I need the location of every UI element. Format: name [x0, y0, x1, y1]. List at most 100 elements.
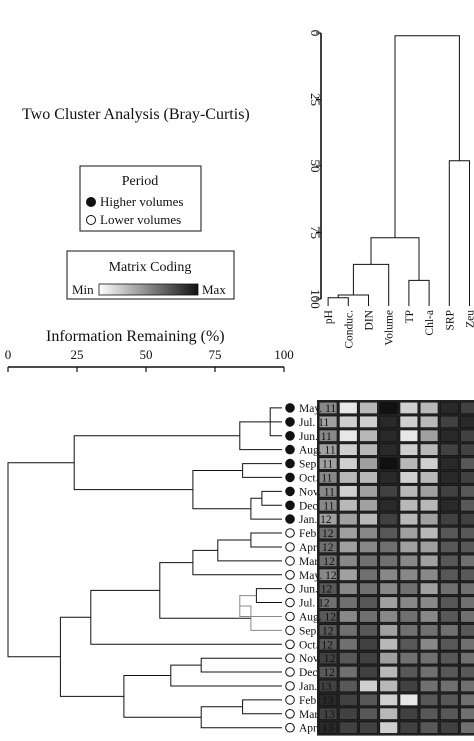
heatmap-cell: [359, 457, 378, 470]
sample-dendrogram-branch: [7, 462, 75, 658]
heatmap-cell: [460, 652, 474, 665]
heatmap-cell: [460, 721, 474, 734]
variable-dendrogram-branch: [337, 294, 369, 306]
heatmap-cell: [419, 554, 439, 567]
sample-label: Jan. 12: [299, 514, 332, 526]
sample-label: Feb. 12: [299, 528, 334, 540]
variable-dendrogram-branch: [327, 297, 349, 306]
heatmap-cell: [440, 652, 459, 665]
heatmap-cell: [339, 471, 358, 484]
heatmap-cell: [399, 415, 419, 428]
heatmap-cell: [318, 457, 338, 470]
sample-label: Apr. 13: [299, 723, 334, 735]
heatmap-cell: [460, 513, 474, 526]
variable-label: Zeu: [465, 310, 474, 328]
heatmap-cell: [318, 665, 338, 679]
higher-volume-marker: [285, 458, 295, 469]
heatmap-cell: [339, 499, 358, 512]
heatmap-frame: [317, 400, 474, 736]
heatmap-cell: [460, 596, 474, 609]
heatmap-cell: [339, 443, 358, 456]
legend-matrix-max-label: Max: [202, 282, 226, 297]
heatmap-cell: [440, 638, 459, 651]
heatmap-cell: [460, 665, 474, 679]
heatmap-cell: [419, 693, 439, 706]
heatmap-cell: [419, 582, 439, 595]
heatmap-cell: [339, 457, 358, 470]
right-axis-tick-label: 50: [308, 160, 323, 173]
lower-volume-marker: [285, 709, 295, 719]
heatmap-cell: [419, 485, 439, 498]
heatmap-cell: [359, 429, 378, 442]
sample-dendrogram-branch: [261, 490, 282, 506]
sample-dendrogram-branch: [250, 532, 282, 548]
heatmap-cell: [460, 457, 474, 470]
heatmap-cell: [318, 721, 338, 734]
higher-volume-marker: [285, 431, 295, 441]
higher-volume-marker: [285, 417, 295, 427]
heatmap-cell: [460, 693, 474, 706]
heatmap-cell: [318, 693, 338, 706]
heatmap-cell: [318, 568, 338, 581]
variable-dendrogram-branch: [394, 35, 460, 238]
lower-volume-marker: [285, 556, 295, 566]
heatmap-cell: [399, 443, 419, 456]
legend-period-box: [79, 165, 202, 232]
heatmap-cell: [379, 610, 398, 623]
heatmap-cell: [379, 665, 398, 679]
heatmap-cell: [359, 499, 378, 512]
heatmap-cell: [399, 401, 419, 415]
heatmap-cell: [460, 568, 474, 581]
heatmap-cell: [359, 554, 378, 567]
variable-dendrogram-branch: [370, 237, 420, 281]
heatmap-cell: [419, 596, 439, 609]
legend-matrix-gradient-bar: [98, 283, 199, 296]
legend-matrix-title: Matrix Coding: [109, 260, 192, 275]
lower-volume-marker: [285, 625, 295, 636]
sample-dendrogram-branch: [90, 589, 282, 645]
heatmap-cell: [339, 596, 358, 609]
heatmap-cell: [460, 638, 474, 651]
heatmap-cell: [339, 485, 358, 498]
heatmap-cell: [318, 540, 338, 554]
heatmap-cell: [339, 624, 358, 637]
heatmap-cell: [318, 526, 338, 540]
legend-open-circle-marker: [86, 215, 96, 225]
lower-volume-marker: [285, 667, 295, 677]
sample-dendrogram-branch: [217, 539, 282, 562]
heatmap-cell: [359, 526, 378, 540]
heatmap-cell: [419, 638, 439, 651]
heatmap-cell: [399, 429, 419, 442]
lower-volume-marker: [285, 570, 295, 580]
heatmap-cell: [379, 624, 398, 637]
heatmap-cell: [339, 554, 358, 567]
variable-dendrogram-branch: [448, 160, 470, 306]
sample-label: Nov. 12: [299, 653, 336, 665]
heatmap-cell: [419, 415, 439, 428]
variable-label: TP: [404, 310, 416, 323]
heatmap-cell: [460, 443, 474, 456]
heatmap-cell: [379, 471, 398, 484]
heatmap-cell: [379, 554, 398, 567]
heatmap-cell: [359, 707, 378, 720]
heatmap-cell: [379, 526, 398, 540]
sample-dendrogram-branch: [59, 616, 124, 697]
heatmap-cell: [419, 401, 439, 415]
heatmap-cell: [399, 707, 419, 720]
lower-volume-marker: [285, 583, 295, 594]
heatmap-cell: [460, 429, 474, 442]
heatmap-cell: [339, 721, 358, 734]
heatmap-cell: [399, 457, 419, 470]
sample-dendrogram-branch: [255, 588, 282, 603]
heatmap-cell: [460, 707, 474, 720]
heatmap-cell: [339, 513, 358, 526]
heatmap-cell: [339, 652, 358, 665]
heatmap-cell: [318, 582, 338, 595]
sample-dendrogram-branch: [200, 706, 282, 729]
sample-label: Feb. 13: [299, 695, 334, 707]
heatmap-cell: [440, 540, 459, 554]
legend-item-higher-volumes: Higher volumes: [100, 194, 183, 209]
heatmap-cell: [419, 721, 439, 734]
legend-item-lower-volumes: Lower volumes: [100, 212, 181, 227]
sample-label: Aug. 11: [299, 445, 336, 457]
